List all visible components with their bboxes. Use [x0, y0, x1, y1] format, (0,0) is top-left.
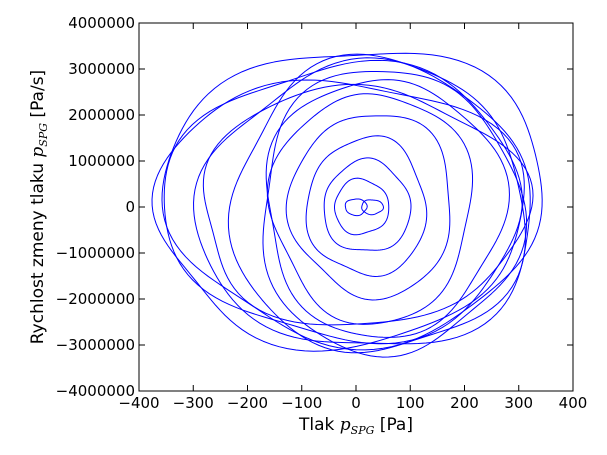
tick-layer: −400 −300 −200 −100 0 100 200 300 400 4000000 3000…: [56, 14, 588, 412]
trajectory-loop-0-2: [334, 177, 390, 236]
trajectory-loop-0-1: [361, 199, 384, 216]
trajectory-loop-0-11: [163, 59, 523, 345]
trajectory-loop-0-12: [161, 52, 543, 351]
trajectory-loop-0-5: [285, 115, 451, 301]
trajectory-loop-0-10: [193, 57, 531, 345]
series-layer: [151, 52, 543, 358]
trajectory-loop-0-14: [202, 83, 534, 326]
y-tick-label: 3000000: [68, 60, 135, 78]
y-axis-label-suffix: [Pa/s]: [28, 70, 48, 123]
x-axis-label-prefix: Tlak: [298, 415, 340, 435]
trajectory-loop-0-4: [305, 135, 428, 277]
x-tick-label: −100: [281, 394, 322, 412]
x-tick-label: −400: [118, 394, 159, 412]
y-tick-label: 1000000: [68, 152, 135, 170]
x-tick-label: 0: [351, 394, 361, 412]
y-tick-label: 0: [125, 198, 135, 216]
y-tick-label: 2000000: [68, 106, 135, 124]
trajectory-loop-0-3: [323, 157, 412, 251]
y-tick-label: −4000000: [56, 382, 135, 400]
x-axis-label: Tlak pSPG [Pa]: [298, 415, 413, 437]
y-tick-label: −2000000: [56, 290, 135, 308]
trajectory-loop-0-7: [265, 79, 510, 338]
x-tick-label: −200: [227, 394, 268, 412]
x-tick-label: 300: [504, 394, 533, 412]
x-tick-label: 200: [450, 394, 479, 412]
x-axis-label-symbol: p: [340, 415, 351, 435]
y-axis-label-symbol: p: [28, 147, 48, 158]
trajectory-loop-0-6: [266, 93, 474, 325]
x-tick-label: 400: [559, 394, 588, 412]
y-tick-label: −1000000: [56, 244, 135, 262]
x-axis-label-subscript: SPG: [351, 424, 375, 437]
trajectory-loop-0-9: [227, 53, 526, 354]
x-axis-label-suffix: [Pa]: [374, 415, 413, 435]
trajectory-loop-0-0: [344, 198, 368, 217]
y-tick-label: 4000000: [68, 14, 135, 32]
trajectory-loop-0-13: [151, 79, 525, 352]
x-tick-label: 100: [396, 394, 425, 412]
y-axis-label-subscript: SPG: [37, 123, 50, 147]
y-axis-label: Rychlost zmeny tlaku pSPG [Pa/s]: [28, 70, 50, 344]
y-axis-label-prefix: Rychlost zmeny tlaku: [28, 158, 48, 345]
x-tick-label: −300: [173, 394, 214, 412]
y-tick-label: −3000000: [56, 336, 135, 354]
